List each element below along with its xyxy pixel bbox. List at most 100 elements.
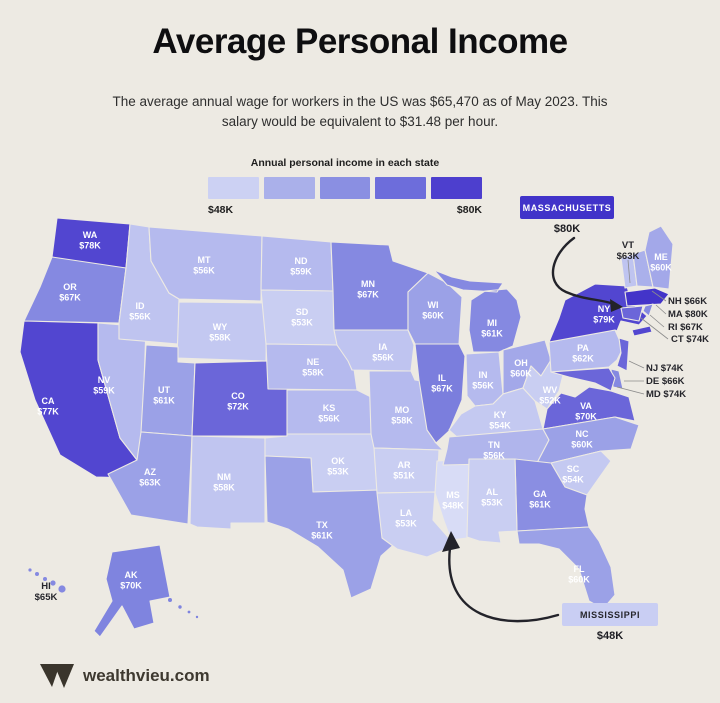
island-dot-ak	[195, 615, 199, 619]
island-dot-ak	[187, 610, 191, 614]
massachusetts-callout-value: $80K	[553, 223, 581, 235]
mississippi-callout-box: MISSISSIPPI	[562, 603, 658, 626]
footer-brand: wealthvieu.com	[40, 662, 210, 690]
state-label-wa: WA $78K	[79, 230, 101, 251]
subtitle: The average annual wage for workers in t…	[60, 92, 660, 133]
state-label-me: ME $60K	[650, 252, 672, 273]
state-label-md: MD $74K	[646, 389, 686, 400]
state-shape-wi	[407, 272, 463, 345]
connector-ri	[649, 314, 665, 328]
island-dot-hi	[50, 580, 56, 586]
state-label-nj: NJ $74K	[646, 363, 684, 374]
state-label-wi: WI $60K	[422, 300, 444, 321]
state-shape-ma	[624, 287, 670, 307]
state-label-ok: OK $53K	[327, 456, 349, 477]
connector-ct	[640, 317, 669, 340]
state-label-ak: AK $70K	[120, 570, 142, 591]
state-label-ma: MA $80K	[668, 309, 708, 320]
state-label-pa: PA $62K	[572, 343, 594, 364]
state-label-az: AZ $63K	[139, 467, 161, 488]
state-label-ga: GA $61K	[529, 489, 551, 510]
state-label-ny: NY $79K	[593, 304, 615, 325]
legend-swatch-5	[431, 177, 482, 199]
state-label-ar: AR $51K	[393, 460, 415, 481]
legend-swatch-1	[208, 177, 259, 199]
state-label-ne: NE $58K	[302, 357, 324, 378]
state-label-ms: MS $48K	[442, 490, 464, 511]
legend-swatch-4	[375, 177, 427, 199]
legend-max-label: $80K	[456, 204, 482, 216]
state-label-sd: SD $53K	[291, 307, 313, 328]
state-label-la: LA $53K	[395, 508, 417, 529]
legend-title: Annual personal income in each state	[250, 157, 440, 169]
state-shape-md	[550, 367, 616, 392]
legend-min-label: $48K	[208, 204, 234, 216]
state-shape-al	[466, 458, 518, 544]
subtitle-line-2: salary would be equivalent to $31.48 per…	[221, 114, 499, 130]
state-shape-ky	[448, 387, 544, 438]
connector-nj	[628, 360, 645, 369]
legend-scale-labels: $48K $80K	[208, 204, 482, 216]
state-label-il: IL $67K	[431, 373, 453, 394]
massachusetts-callout-box: MASSACHUSETTS	[520, 196, 614, 219]
state-label-va: VA $70K	[575, 401, 597, 422]
state-shape-me	[644, 225, 674, 290]
footer-brand-text: wealthvieu.com	[83, 666, 210, 685]
color-legend: Annual personal income in each state $48…	[208, 157, 482, 216]
state-label-wv: WV $52K	[539, 385, 561, 406]
state-label-hi: HI $65K	[35, 581, 58, 603]
state-shape-ne	[265, 343, 358, 391]
state-shape-mi	[433, 269, 522, 353]
state-label-in: IN $56K	[472, 370, 494, 391]
legend-swatch-2	[263, 177, 315, 199]
label-connector-lines	[616, 259, 669, 395]
state-label-tn: TN $56K	[483, 440, 505, 461]
state-label-ut: UT $61K	[153, 385, 175, 406]
state-label-or: OR $67K	[59, 282, 81, 303]
state-label-wy: WY $58K	[209, 322, 231, 343]
state-label-ri: RI $67K	[668, 322, 703, 333]
mississippi-arrow	[442, 531, 560, 623]
island-dot-hi	[58, 585, 66, 593]
state-label-sc: SC $54K	[562, 464, 584, 485]
state-label-nc: NC $60K	[571, 429, 593, 450]
island-dot-ak	[178, 605, 182, 609]
state-label-co: CO $72K	[227, 391, 249, 412]
state-shapes	[19, 217, 674, 638]
state-shape-la	[376, 491, 456, 558]
connector-md	[616, 386, 645, 395]
state-shape-il	[414, 343, 466, 444]
legend-swatch-row	[208, 177, 482, 199]
state-shape-ct	[620, 305, 644, 322]
subtitle-line-1: The average annual wage for workers in t…	[112, 94, 608, 109]
island-dot-hi	[35, 572, 39, 576]
state-label-mt: MT $56K	[193, 255, 215, 276]
state-label-fl: FL $60K	[568, 564, 590, 585]
state-label-ky: KY $54K	[489, 410, 511, 431]
state-label-nv: NV $59K	[93, 375, 115, 396]
state-label-mo: MO $58K	[391, 405, 413, 426]
state-shape-tx	[264, 455, 401, 599]
state-label-ks: KS $56K	[318, 403, 340, 424]
state-shape-fl	[516, 526, 616, 610]
state-label-oh: OH $60K	[510, 358, 532, 379]
state-label-nh: NH $66K	[668, 296, 707, 307]
state-labels: WA $78K OR $67K CA $77K NV $59K ID $56K MT $56K WY $5…	[35, 230, 710, 603]
state-shape-ak	[93, 544, 171, 638]
mississippi-callout-value: $48K	[596, 630, 624, 642]
island-dot-hi	[43, 577, 47, 581]
legend-swatch-3	[319, 177, 371, 199]
state-label-de: DE $66K	[646, 376, 685, 387]
state-label-mn: MN $67K	[357, 279, 379, 300]
state-label-nd: ND $59K	[290, 256, 312, 277]
state-label-ca: CA $77K	[37, 396, 59, 417]
state-label-ct: CT $74K	[671, 334, 709, 345]
connector-vt	[627, 259, 631, 284]
island-dot-ak	[168, 598, 172, 602]
island-dot-hi	[28, 568, 32, 572]
connector-nh	[651, 290, 667, 302]
state-label-vt: VT $63K	[617, 240, 640, 262]
connector-ma	[655, 304, 667, 315]
state-shape-nj	[616, 337, 630, 372]
